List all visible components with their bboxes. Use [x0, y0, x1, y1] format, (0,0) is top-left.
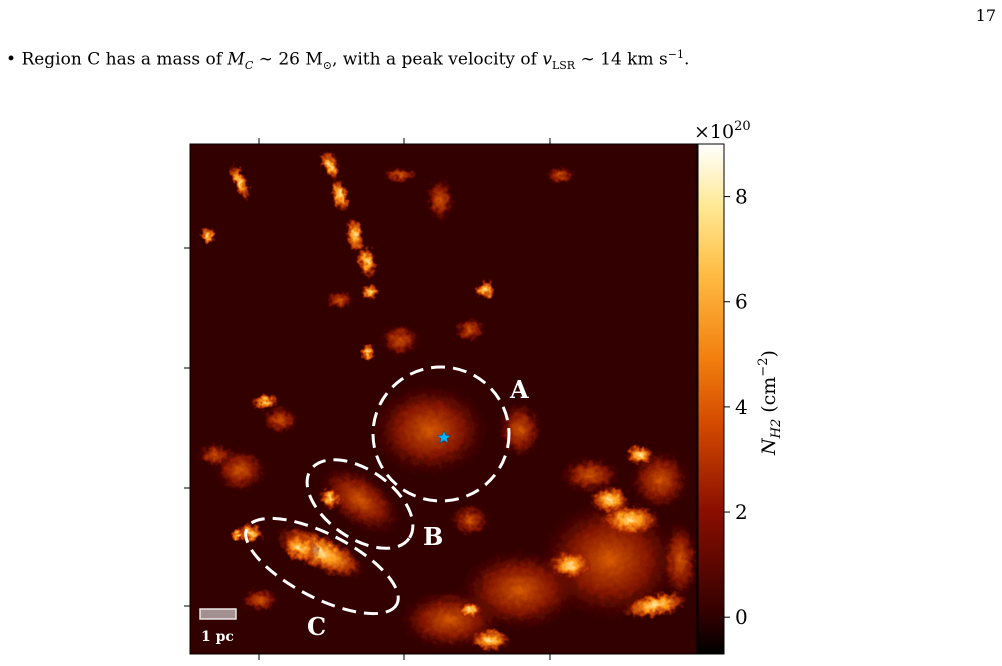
emission-blob [662, 520, 697, 600]
emission-blob [590, 486, 630, 514]
region-label-c: C [307, 612, 326, 641]
emission-blob [621, 591, 689, 619]
mass-value: ∼ 26 M [258, 49, 323, 70]
colorbar-label-symbol: N [758, 437, 780, 456]
emission-blobs [197, 149, 697, 652]
bullet-text: • Region C has a mass of MC ∼ 26 M⊙, wit… [6, 48, 689, 72]
emission-blob [548, 551, 592, 579]
emission-blob [372, 384, 488, 476]
emission-blob [356, 246, 378, 278]
solar-subscript: ⊙ [322, 59, 332, 73]
emission-blob [319, 466, 401, 534]
emission-blob [382, 167, 418, 183]
colorbar-tick-label: 4 [735, 395, 748, 419]
region-label-a: A [509, 375, 529, 404]
region-label-b: B [423, 522, 443, 551]
colorbar-label-close: ) [758, 350, 780, 357]
emission-blob [262, 406, 298, 434]
colorbar-tick-label: 0 [735, 605, 748, 629]
emission-blob [454, 318, 486, 342]
emission-blob [426, 178, 454, 222]
bullet-prefix: Region C has a mass of [21, 49, 223, 70]
colorbar-multiplier: ×1020 [694, 119, 751, 143]
emission-blob [361, 284, 379, 300]
region-b-ellipse [305, 458, 415, 550]
scale-bar-label: 1 pc [201, 629, 234, 645]
velocity-value: ∼ 14 km s [580, 49, 668, 70]
colorbar-tick-label: 6 [735, 290, 748, 314]
emission-blob [450, 504, 490, 536]
map-frame [189, 143, 698, 655]
star-marker [436, 430, 452, 444]
emission-blob [345, 217, 365, 253]
axis-ticks [184, 138, 551, 660]
emission-blob [546, 166, 574, 184]
bullet-end: . [683, 49, 690, 70]
emission-blob [626, 445, 654, 465]
emission-blob [475, 281, 495, 299]
colorbar-tick-label: 8 [735, 185, 748, 209]
emission-blob [630, 450, 690, 510]
emission-blob [330, 177, 350, 213]
colorbar-multiplier-exp: 20 [734, 119, 751, 134]
bullet-marker: • [6, 49, 17, 70]
emission-blob [458, 602, 482, 618]
emission-blob [326, 290, 354, 310]
mass-subscript: C [244, 59, 254, 73]
region-a-ellipse [371, 365, 511, 503]
colorbar-ticks: 0 2 4 6 8 [724, 185, 748, 629]
region-c-ellipse [244, 516, 400, 616]
colorbar-label-sub: H2 [769, 419, 784, 440]
scale-bar [199, 608, 237, 620]
emission-blob [360, 344, 376, 360]
emission-blob [560, 457, 620, 493]
colorbar-label-unit: (cm [758, 377, 780, 413]
emission-blob [318, 487, 342, 509]
emission-blob [240, 588, 280, 612]
colorbar-tick-label: 2 [735, 500, 748, 524]
mass-symbol: M [227, 49, 245, 70]
emission-blob [319, 149, 341, 181]
colorbar-label-unit-exp: −2 [756, 358, 771, 377]
emission-blob [229, 163, 251, 201]
emission-blob [201, 227, 215, 245]
colorbar-label: NH2 (cm−2) [756, 350, 784, 456]
velocity-subscript: LSR [551, 59, 576, 73]
page-number: 17 [975, 6, 996, 25]
emission-blob [251, 394, 279, 410]
colorbar-multiplier-base: ×10 [694, 121, 734, 143]
velocity-exponent: −1 [667, 48, 684, 61]
emission-blob [230, 529, 244, 541]
velocity-symbol: v [542, 49, 552, 70]
emission-blob [280, 533, 320, 563]
bullet-mid: , with a peak velocity of [331, 49, 537, 70]
colorbar [697, 143, 725, 655]
emission-blob [380, 324, 420, 356]
emission-blob [470, 628, 510, 652]
emission-blob [197, 443, 233, 467]
